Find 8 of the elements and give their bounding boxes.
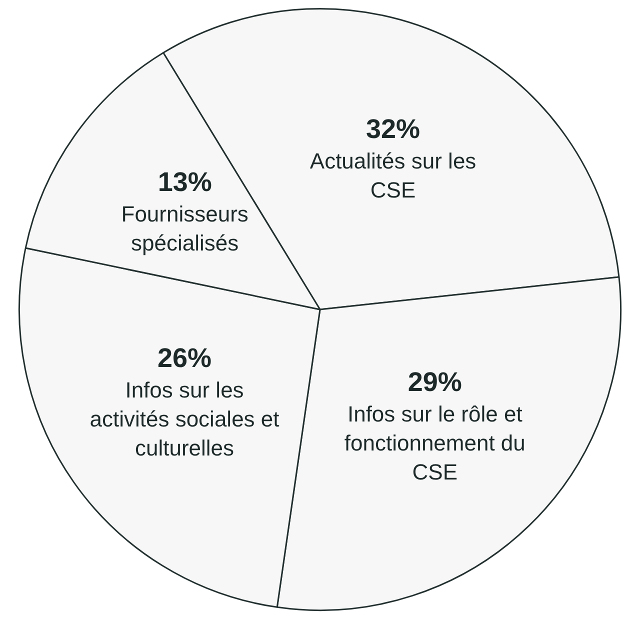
slice-label: Actualités sur les CSE <box>310 148 476 203</box>
data-label: 29% <box>408 366 462 397</box>
slice-label: Infos sur les activités sociales et culturelles <box>90 377 280 460</box>
slice-label: Infos sur le rôle et fonctionnement du CSE <box>344 402 526 484</box>
data-label: 13% <box>158 167 212 198</box>
slice-label: Fournisseurs spécialisés <box>121 202 248 256</box>
data-label: 32% <box>366 114 420 144</box>
data-label: 26% <box>157 342 212 373</box>
